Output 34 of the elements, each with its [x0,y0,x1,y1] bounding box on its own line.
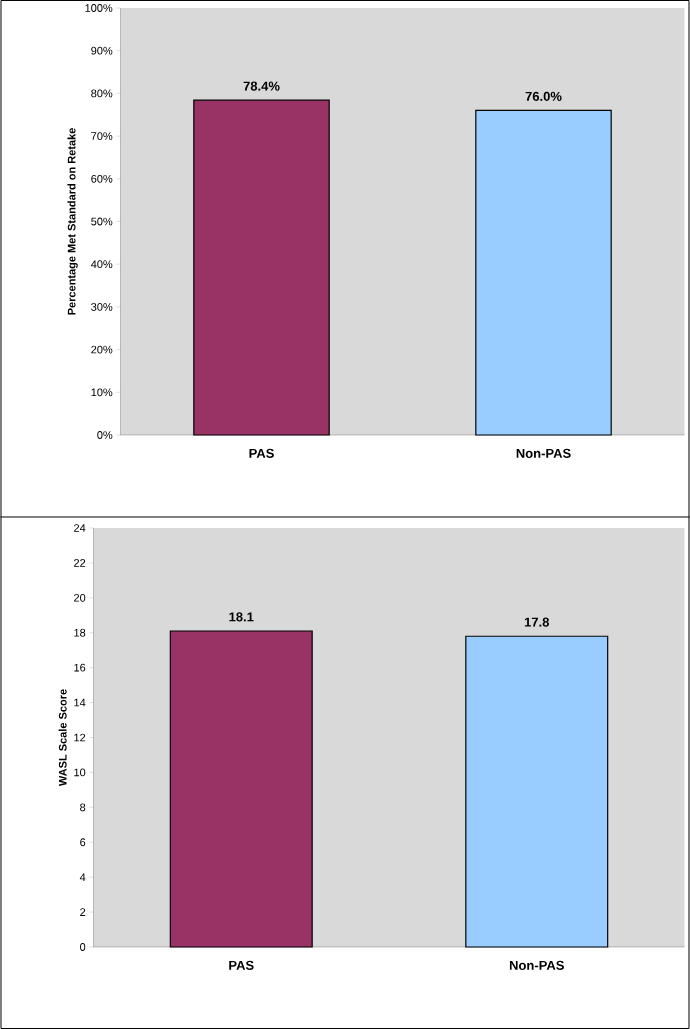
y-axis-title: WASL Scale Score [58,689,67,787]
y-tick-label: 22 [74,559,86,567]
y-tick-label: 40% [90,260,113,269]
y-tick-label: 2 [80,908,86,916]
data-label: 78.4% [243,81,280,91]
y-tick-label: 90% [91,46,113,55]
y-tick-label: 70% [91,132,113,140]
y-tick-label: 20% [91,345,113,354]
y-tick-label: 10% [91,388,113,397]
y-tick-label: 16 [74,663,86,672]
y-tick-label: 12 [74,733,86,742]
y-tick-label: 100% [85,4,113,12]
y-tick-label: 8 [80,803,86,812]
y-tick-label: 18 [74,628,86,637]
y-tick-label: 50% [91,217,113,226]
x-tick-label: Non-PAS [516,448,571,458]
y-tick-label: 80% [91,89,113,98]
x-tick-label: PAS [229,960,254,970]
y-tick-label: 30% [91,302,113,311]
y-tick-label: 6 [80,838,86,847]
y-tick-label: 60% [91,174,113,183]
x-tick-label: Non-PAS [509,960,564,970]
y-tick-label: 14 [74,698,86,707]
data-label: 18.1 [229,612,254,622]
data-label: 17.8 [524,617,549,627]
y-tick-label: 0% [97,431,113,439]
y-tick-label: 10 [74,768,86,777]
y-tick-label: 24 [74,524,86,532]
data-label: 76.0% [525,91,562,101]
x-tick-label: PAS [249,448,274,458]
y-tick-label: 0 [80,943,86,951]
y-axis-title: Percentage Met Standard on Retake [67,128,78,315]
y-tick-label: 20 [74,593,86,602]
y-tick-label: 4 [79,873,86,881]
